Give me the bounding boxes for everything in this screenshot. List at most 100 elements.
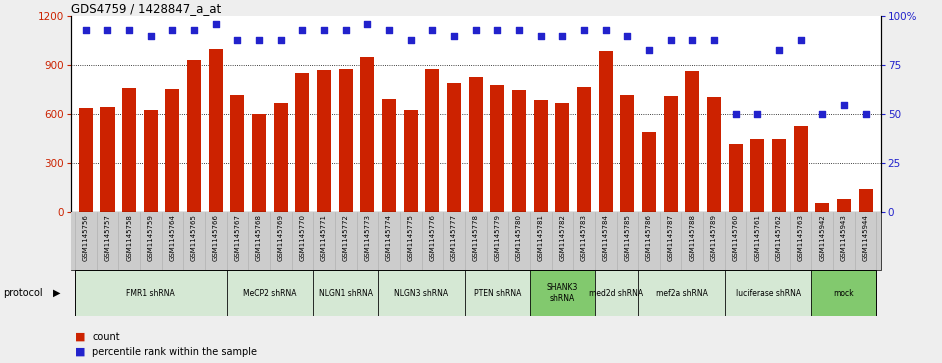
Text: count: count bbox=[92, 332, 120, 342]
Bar bbox=[512, 90, 526, 212]
Bar bbox=[469, 77, 482, 212]
Text: GSM1145756: GSM1145756 bbox=[83, 214, 89, 261]
Bar bbox=[642, 132, 656, 212]
Text: GSM1145778: GSM1145778 bbox=[473, 214, 479, 261]
Bar bbox=[858, 189, 872, 212]
Text: GSM1145765: GSM1145765 bbox=[191, 214, 197, 261]
Point bbox=[252, 37, 267, 43]
Point bbox=[187, 27, 202, 33]
Point bbox=[815, 111, 830, 117]
Text: GSM1145776: GSM1145776 bbox=[430, 214, 435, 261]
Bar bbox=[534, 100, 547, 212]
Text: GSM1145766: GSM1145766 bbox=[213, 214, 219, 261]
Text: GDS4759 / 1428847_a_at: GDS4759 / 1428847_a_at bbox=[71, 2, 221, 15]
Text: NLGN1 shRNA: NLGN1 shRNA bbox=[318, 289, 373, 298]
Bar bbox=[685, 71, 699, 212]
Text: percentile rank within the sample: percentile rank within the sample bbox=[92, 347, 257, 357]
Text: GSM1145763: GSM1145763 bbox=[798, 214, 804, 261]
Point bbox=[295, 27, 310, 33]
Bar bbox=[274, 103, 288, 212]
Point bbox=[728, 111, 743, 117]
Text: FMR1 shRNA: FMR1 shRNA bbox=[126, 289, 175, 298]
Bar bbox=[296, 73, 310, 212]
Text: GSM1145757: GSM1145757 bbox=[105, 214, 110, 261]
Text: GSM1145777: GSM1145777 bbox=[451, 214, 457, 261]
Bar bbox=[404, 110, 417, 212]
Point bbox=[836, 102, 852, 107]
Bar bbox=[122, 88, 137, 212]
Point bbox=[771, 47, 787, 53]
Point bbox=[512, 27, 527, 33]
Point bbox=[230, 37, 245, 43]
Text: SHANK3
shRNA: SHANK3 shRNA bbox=[546, 284, 578, 303]
Bar bbox=[724, 270, 811, 316]
Bar bbox=[231, 95, 245, 212]
Point bbox=[317, 27, 332, 33]
Bar bbox=[252, 114, 267, 212]
Bar bbox=[339, 69, 353, 212]
Bar bbox=[594, 270, 638, 316]
Point bbox=[620, 33, 635, 39]
Bar bbox=[382, 99, 396, 212]
Bar bbox=[771, 139, 786, 212]
Text: GSM1145787: GSM1145787 bbox=[668, 214, 674, 261]
Text: mef2a shRNA: mef2a shRNA bbox=[656, 289, 707, 298]
Bar bbox=[815, 203, 829, 212]
Point bbox=[360, 21, 375, 27]
Point bbox=[165, 27, 180, 33]
Text: GSM1145758: GSM1145758 bbox=[126, 214, 132, 261]
Bar bbox=[663, 96, 677, 212]
Point bbox=[143, 33, 158, 39]
Text: ■: ■ bbox=[75, 332, 86, 342]
Text: GSM1145785: GSM1145785 bbox=[625, 214, 630, 261]
Bar bbox=[227, 270, 314, 316]
Text: PTEN shRNA: PTEN shRNA bbox=[474, 289, 521, 298]
Text: GSM1145764: GSM1145764 bbox=[170, 214, 175, 261]
Text: GSM1145782: GSM1145782 bbox=[560, 214, 565, 261]
Point bbox=[78, 27, 93, 33]
Bar bbox=[426, 69, 439, 212]
Text: ▶: ▶ bbox=[53, 288, 60, 298]
Point bbox=[555, 33, 570, 39]
Text: GSM1145759: GSM1145759 bbox=[148, 214, 154, 261]
Bar bbox=[75, 270, 227, 316]
Point bbox=[468, 27, 483, 33]
Text: GSM1145784: GSM1145784 bbox=[603, 214, 609, 261]
Text: GSM1145761: GSM1145761 bbox=[755, 214, 760, 261]
Text: GSM1145780: GSM1145780 bbox=[516, 214, 522, 261]
Point bbox=[663, 37, 678, 43]
Point bbox=[858, 111, 873, 117]
Text: GSM1145775: GSM1145775 bbox=[408, 214, 414, 261]
Text: GSM1145786: GSM1145786 bbox=[646, 214, 652, 261]
Bar bbox=[638, 270, 724, 316]
Text: luciferase shRNA: luciferase shRNA bbox=[736, 289, 801, 298]
Bar bbox=[101, 106, 115, 212]
Bar bbox=[577, 86, 591, 212]
Text: GSM1145783: GSM1145783 bbox=[581, 214, 587, 261]
Bar bbox=[811, 270, 876, 316]
Text: MeCP2 shRNA: MeCP2 shRNA bbox=[243, 289, 297, 298]
Text: GSM1145781: GSM1145781 bbox=[538, 214, 544, 261]
Point bbox=[642, 47, 657, 53]
Text: GSM1145942: GSM1145942 bbox=[820, 214, 825, 261]
Text: GSM1145773: GSM1145773 bbox=[365, 214, 370, 261]
Text: GSM1145769: GSM1145769 bbox=[278, 214, 284, 261]
Bar bbox=[314, 270, 379, 316]
Text: mock: mock bbox=[834, 289, 854, 298]
Text: GSM1145768: GSM1145768 bbox=[256, 214, 262, 261]
Bar bbox=[317, 70, 332, 212]
Bar bbox=[465, 270, 529, 316]
Bar bbox=[447, 83, 461, 212]
Bar bbox=[620, 95, 634, 212]
Point bbox=[100, 27, 115, 33]
Bar bbox=[793, 126, 807, 212]
Text: med2d shRNA: med2d shRNA bbox=[590, 289, 643, 298]
Bar bbox=[529, 270, 594, 316]
Point bbox=[793, 37, 808, 43]
Text: GSM1145788: GSM1145788 bbox=[690, 214, 695, 261]
Point bbox=[706, 37, 722, 43]
Point bbox=[403, 37, 418, 43]
Text: protocol: protocol bbox=[3, 288, 42, 298]
Point bbox=[447, 33, 462, 39]
Point bbox=[382, 27, 397, 33]
